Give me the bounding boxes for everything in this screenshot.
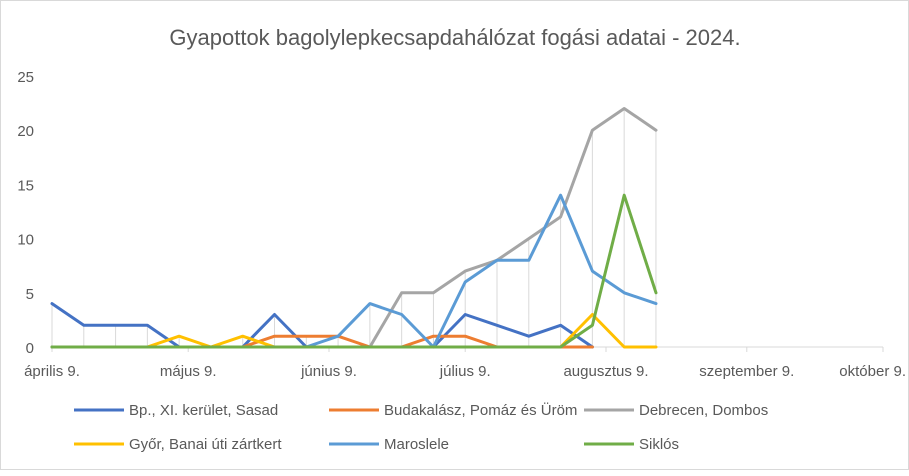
x-tick-label: július 9. (439, 363, 491, 380)
legend-label: Maroslele (384, 436, 449, 453)
series-line-5 (50, 193, 658, 349)
y-tick-label: 20 (17, 123, 34, 140)
legend-label: Győr, Banai úti zártkert (129, 436, 282, 453)
chart-title: Gyapottok bagolylepkecsapdahálózat fogás… (169, 25, 740, 50)
x-tick-label: április 9. (24, 363, 80, 380)
axes: 0 5 10 15 20 25 április 9. május 9. június 9. júl… (17, 69, 906, 380)
y-tick-label: 5 (26, 286, 34, 303)
y-tick-label: 10 (17, 232, 34, 249)
legend-label: Debrecen, Dombos (639, 402, 768, 419)
y-tick-label: 25 (17, 69, 34, 86)
x-tick-label: augusztus 9. (563, 363, 648, 380)
series-lines (50, 107, 658, 349)
x-tick-label: május 9. (160, 363, 217, 380)
x-tick-label: október 9. (839, 363, 906, 380)
legend-label: Bp., XI. kerület, Sasad (129, 402, 278, 419)
x-tick-label: június 9. (300, 363, 357, 380)
legend-label: Siklós (639, 436, 679, 453)
drop-lines (51, 108, 657, 347)
y-tick-label: 15 (17, 177, 34, 194)
legend: Bp., XI. kerület, Sasad Budakalász, Pomáz… (74, 401, 768, 453)
legend-label: Budakalász, Pomáz és Üröm (384, 401, 577, 419)
x-tick-label: szeptember 9. (699, 363, 794, 380)
y-tick-label: 0 (26, 340, 34, 357)
series-line-2 (50, 107, 658, 349)
